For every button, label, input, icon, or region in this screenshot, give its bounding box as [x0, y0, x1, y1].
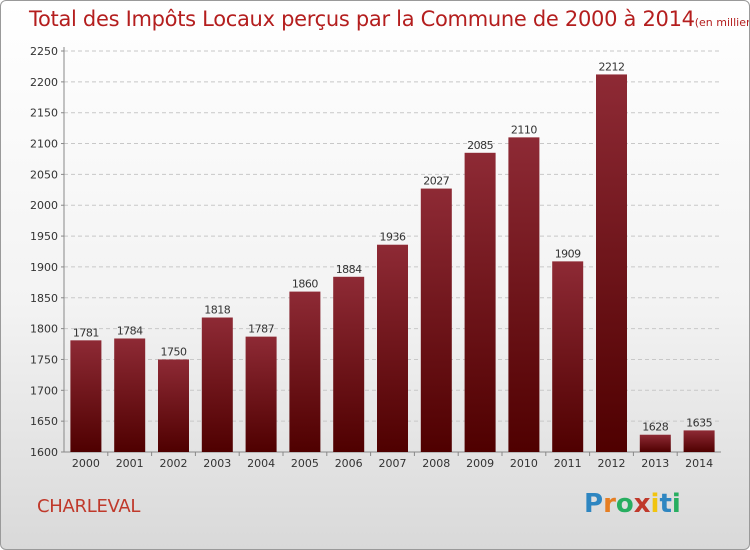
y-axis-ticks: 1600 1650 1700 1750 1800 1850 1900 1950 2000 2050… [30, 45, 721, 459]
x-tick-label-2000: 2000 [72, 457, 100, 470]
x-tick-label-2001: 2001 [116, 457, 144, 470]
data-label-2014: 1635 [686, 416, 712, 429]
y-tick-label: 1950 [30, 230, 58, 243]
y-tick-label: 1850 [30, 292, 58, 305]
x-tick-label-2008: 2008 [422, 457, 450, 470]
data-label-2005: 1860 [292, 278, 318, 291]
logo-letter: t [659, 489, 672, 519]
bar-2011 [552, 261, 584, 452]
logo-letter: P [584, 489, 604, 519]
y-tick-label: 2000 [30, 199, 58, 212]
chart-title-text: Total des Impôts Locaux perçus par la Co… [29, 7, 695, 31]
y-tick-label: 2100 [30, 138, 58, 151]
bar-2004 [245, 336, 277, 452]
y-tick-label: 2200 [30, 76, 58, 89]
bar-2009 [464, 152, 496, 453]
x-tick-label-2004: 2004 [247, 457, 275, 470]
bar-2002 [158, 359, 189, 452]
data-label-2000: 1781 [73, 326, 99, 339]
x-tick-label-2005: 2005 [291, 457, 319, 470]
chart-title: Total des Impôts Locaux perçus par la Co… [29, 7, 749, 31]
data-label-2002: 1750 [161, 345, 187, 358]
logo-letter: i [650, 489, 660, 519]
logo-letter: i [671, 489, 681, 519]
y-tick-label: 1700 [30, 384, 58, 397]
bar-2001 [114, 338, 146, 452]
logo-letter: x [633, 489, 651, 519]
bar-2012 [596, 74, 627, 452]
commune-name: CHARLEVAL [37, 496, 141, 517]
y-tick-label: 1800 [30, 323, 58, 336]
y-tick-label: 2250 [30, 45, 58, 58]
bar-2013 [639, 434, 671, 452]
bar-2007 [377, 244, 408, 452]
data-label-2008: 2027 [423, 175, 449, 188]
x-tick-label-2006: 2006 [335, 457, 363, 470]
data-label-2006: 1884 [336, 263, 362, 276]
bar-2003 [201, 317, 233, 452]
data-label-2009: 2085 [467, 139, 493, 152]
logo-letter: o [615, 489, 634, 519]
data-label-2001: 1784 [117, 324, 143, 337]
data-label-2003: 1818 [204, 304, 230, 317]
y-tick-label: 1600 [30, 446, 58, 459]
y-tick-label: 2150 [30, 107, 58, 120]
bar-2014 [683, 430, 715, 452]
x-tick-label-2014: 2014 [685, 457, 713, 470]
bars [70, 74, 715, 453]
data-label-2011: 1909 [555, 247, 581, 260]
bar-2006 [333, 276, 365, 452]
logo-letter: r [603, 489, 616, 519]
y-tick-label: 1900 [30, 261, 58, 274]
proxiti-logo: Proxiti [584, 489, 681, 519]
y-tick-label: 1650 [30, 415, 58, 428]
bar-2000 [70, 340, 102, 452]
x-tick-label-2002: 2002 [160, 457, 188, 470]
bar-2005 [289, 291, 321, 452]
y-tick-label: 2050 [30, 168, 58, 181]
x-tick-label-2007: 2007 [379, 457, 407, 470]
data-label-2004: 1787 [248, 323, 274, 336]
x-tick-label-2011: 2011 [554, 457, 582, 470]
x-tick-label-2013: 2013 [641, 457, 669, 470]
x-tick-label-2009: 2009 [466, 457, 494, 470]
x-tick-label-2010: 2010 [510, 457, 538, 470]
bar-2010 [508, 137, 540, 452]
x-axis-ticks: 2000 2001 2002 2003 2004 2005 2006 2007 2008 2009… [72, 452, 713, 470]
data-label-2007: 1936 [380, 231, 406, 244]
data-label-2012: 2212 [599, 60, 625, 73]
chart-title-unit: (en milliers d'€) [694, 16, 749, 29]
y-tick-label: 1750 [30, 353, 58, 366]
bar-2008 [420, 188, 452, 452]
data-labels: 1781 1784 1750 1818 1787 1860 1884 1936 2027 2085… [73, 60, 713, 433]
x-tick-label-2003: 2003 [203, 457, 231, 470]
data-label-2010: 2110 [511, 123, 537, 136]
x-tick-label-2012: 2012 [598, 457, 626, 470]
data-label-2013: 1628 [642, 421, 668, 434]
